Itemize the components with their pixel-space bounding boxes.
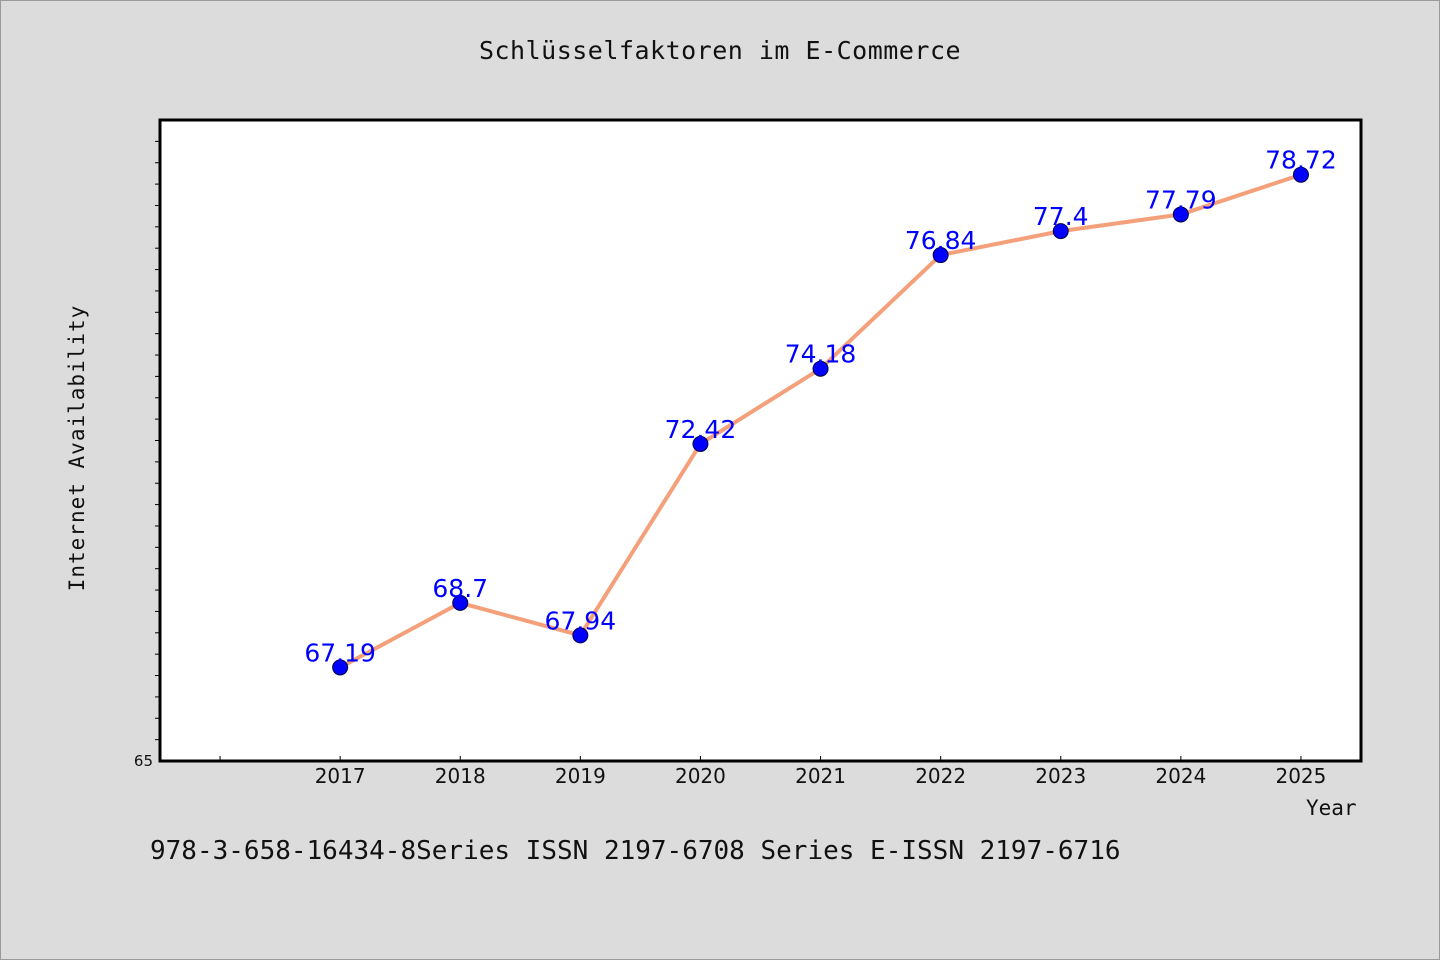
x-tick-label: 2018 [435, 764, 486, 788]
y-ticks: 65 [134, 140, 160, 770]
footer-text: 978-3-658-16434-8Series ISSN 2197-6708 S… [150, 836, 1121, 866]
plot-area [158, 118, 1363, 763]
x-axis-label: Year [1306, 796, 1357, 820]
x-tick-label: 2025 [1275, 764, 1326, 788]
x-tick-label: 2024 [1155, 764, 1206, 788]
data-label: 68.7 [432, 574, 488, 603]
data-point [1172, 206, 1189, 223]
data-label: 67.19 [304, 638, 376, 667]
x-tick-label: 2020 [675, 764, 726, 788]
x-tick-label: 2023 [1035, 764, 1086, 788]
data-point [452, 594, 469, 611]
data-point [932, 247, 949, 264]
data-point [1052, 223, 1069, 240]
data-label: 67.94 [545, 606, 617, 635]
data-label: 76.84 [905, 226, 977, 255]
y-tick-label: 65 [134, 752, 153, 770]
data-point [692, 435, 709, 452]
data-label: 72.42 [665, 415, 737, 444]
x-tick-label: 2022 [915, 764, 966, 788]
x-tick-label: 2017 [315, 764, 366, 788]
data-label: 77.4 [1033, 202, 1089, 231]
x-ticks: 2017 2018 2019 2020 2021 2022 2023 2024 2025 [219, 756, 1326, 788]
data-label: 77.79 [1145, 185, 1217, 214]
data-point [1292, 166, 1309, 183]
x-tick-label: 2021 [795, 764, 846, 788]
chart-title: Schlüsselfaktoren im E-Commerce [478, 36, 962, 65]
series-group: 67.19 68.7 67.94 72.42 74.18 76.84 77.4 77.79 78… [304, 146, 1337, 676]
data-point [332, 659, 349, 676]
data-label: 74.18 [785, 340, 857, 369]
data-point [812, 360, 829, 377]
data-label: 78.72 [1265, 146, 1337, 175]
x-tick-label: 2019 [555, 764, 606, 788]
data-point [572, 627, 589, 644]
